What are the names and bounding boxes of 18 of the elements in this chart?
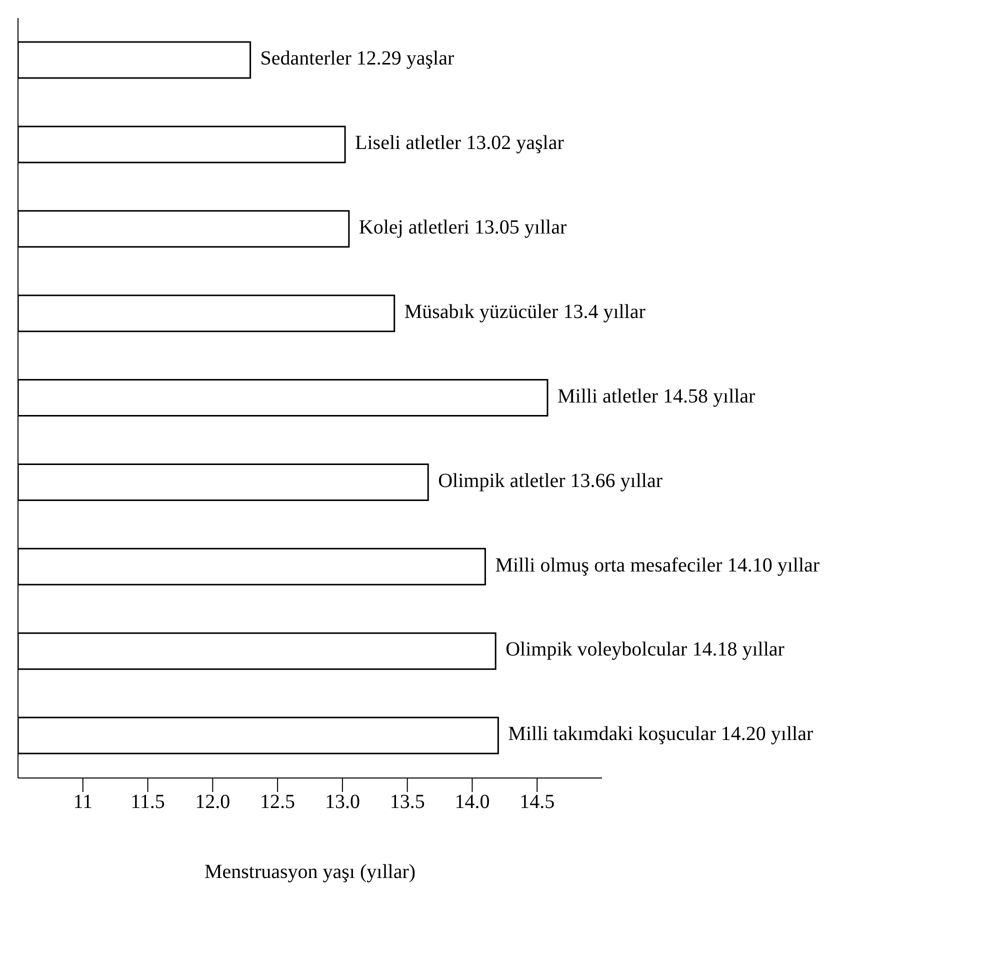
category-label: Kolej atletleri 13.05 yıllar xyxy=(358,216,567,238)
category-label: Milli olmuş orta mesafeciler 14.10 yıllar xyxy=(495,554,820,576)
x-tick-label: 14.5 xyxy=(520,791,555,814)
x-tick-label: 13.5 xyxy=(390,791,425,814)
category-label: Müsabık yüzücüler 13.4 yıllar xyxy=(404,300,646,323)
x-tick-label: 11 xyxy=(73,791,93,814)
x-tick-label: 13.0 xyxy=(324,791,360,814)
category-label: Sedanterler 12.29 yaşlar xyxy=(260,48,454,70)
category-label: Liseli atletler 13.02 yaşlar xyxy=(355,132,564,154)
category-label: Milli atletler 14.58 yıllar xyxy=(557,385,756,408)
x-tick-label: 12.0 xyxy=(195,791,230,814)
x-tick-label: 14.0 xyxy=(454,791,490,814)
category-label: Olimpik atletler 13.66 yıllar xyxy=(438,470,663,492)
category-label: Olimpik voleybolcular 14.18 yıllar xyxy=(506,638,784,661)
category-label: Milli takımdaki koşucular 14.20 yıllar xyxy=(508,723,814,746)
x-axis-title: Menstruasyon yaşı (yıllar) xyxy=(204,861,416,883)
x-tick-label: 12.5 xyxy=(260,791,296,814)
x-tick-label: 11.5 xyxy=(130,791,165,814)
